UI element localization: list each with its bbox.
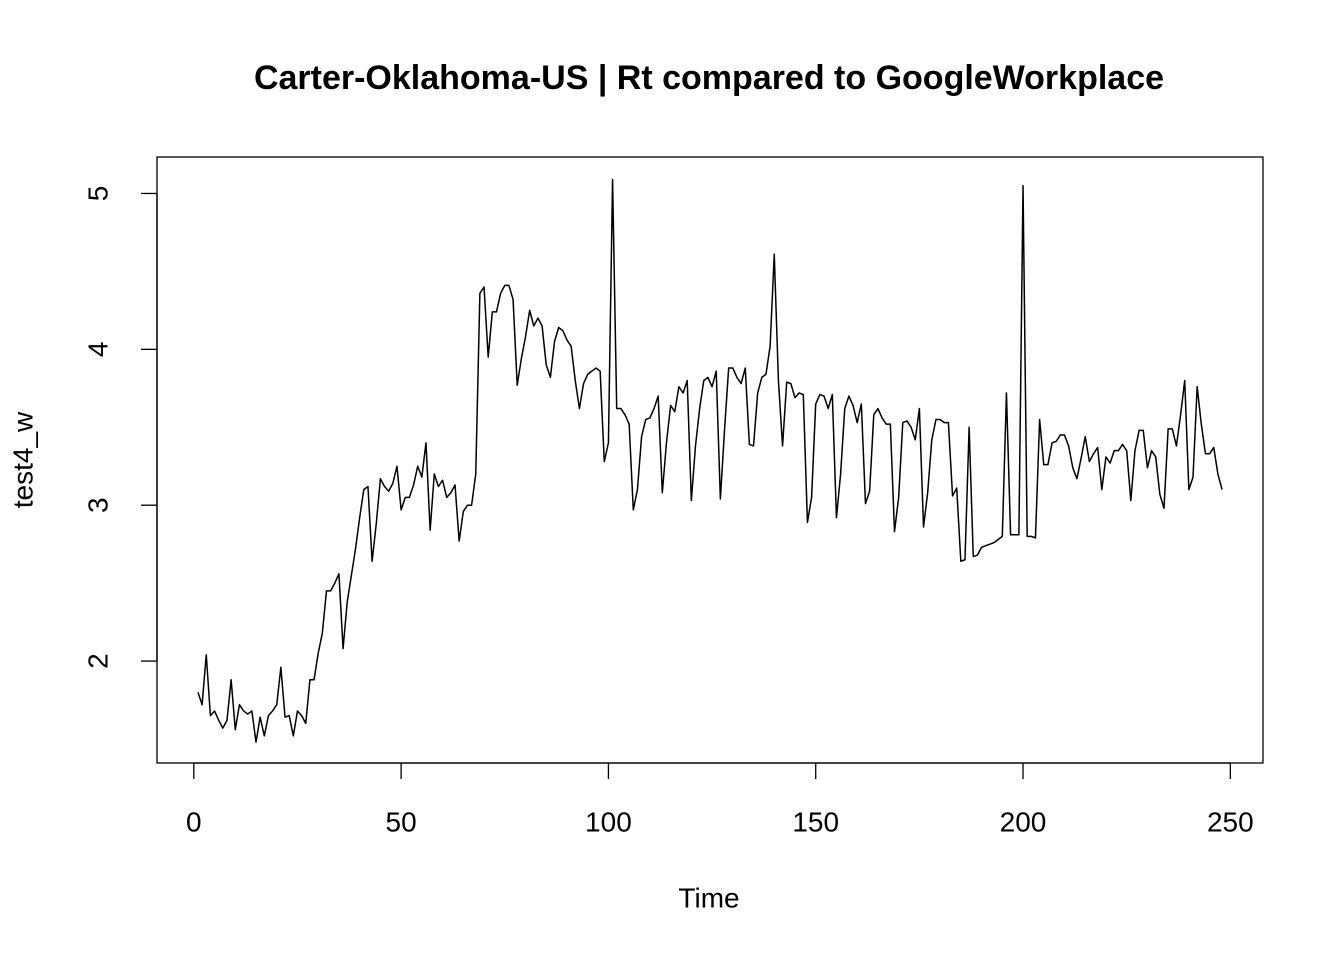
x-tick-label: 0 <box>186 806 202 837</box>
y-tick-label: 4 <box>82 342 113 358</box>
y-tick-label: 5 <box>82 186 113 202</box>
x-tick-label: 150 <box>792 806 839 837</box>
x-tick-label: 200 <box>1000 806 1047 837</box>
data-line <box>197 178 1223 743</box>
y-tick-label: 2 <box>82 653 113 669</box>
chart-title: Carter-Oklahoma-US | Rt compared to Goog… <box>254 59 1164 97</box>
x-axis-label: Time <box>678 882 739 913</box>
x-tick-label: 50 <box>386 806 417 837</box>
x-tick-label: 100 <box>585 806 632 837</box>
y-axis-label: test4_w <box>7 411 38 508</box>
x-tick-label: 250 <box>1207 806 1254 837</box>
y-tick-label: 3 <box>82 497 113 513</box>
